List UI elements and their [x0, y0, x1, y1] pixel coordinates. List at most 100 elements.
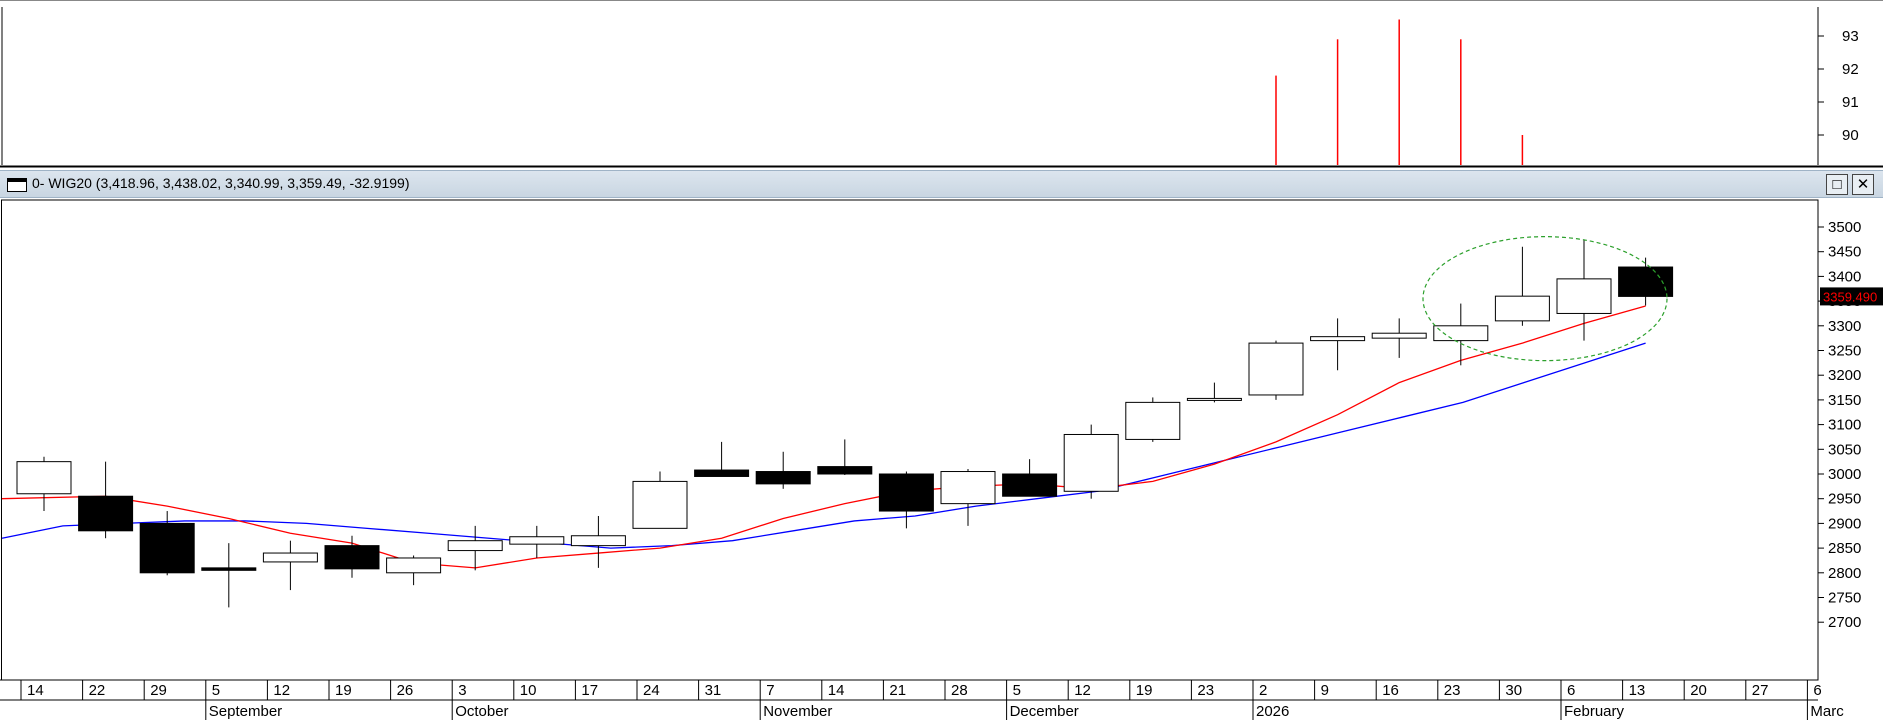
candlestick	[509, 525, 565, 558]
candle-body	[878, 473, 934, 512]
x-tick-label: 19	[1136, 682, 1153, 699]
candlestick	[16, 456, 72, 512]
indicator-y-tick-label: 90	[1842, 127, 1859, 144]
month-label: September	[209, 703, 282, 720]
candlestick	[755, 451, 811, 489]
candlestick	[817, 439, 873, 475]
candlestick	[386, 555, 442, 586]
candlestick	[201, 543, 257, 608]
candle-body	[262, 552, 318, 563]
candlestick	[1556, 239, 1612, 341]
candle-body	[509, 536, 565, 545]
candlestick	[1125, 397, 1181, 442]
candlestick	[1186, 382, 1242, 403]
x-tick-label: 5	[1013, 682, 1021, 699]
y-tick-label: 2850	[1828, 540, 1861, 557]
candlestick	[1371, 318, 1427, 358]
x-tick-label: 19	[335, 682, 352, 699]
x-tick-label: 5	[212, 682, 220, 699]
highlight-ellipse	[1422, 236, 1668, 362]
candlestick	[1063, 424, 1119, 499]
x-tick-label: 9	[1321, 682, 1329, 699]
candlestick	[262, 540, 318, 591]
y-tick-label: 2800	[1828, 565, 1861, 582]
candle-body	[940, 471, 996, 505]
candle-body	[201, 567, 257, 571]
candle-body	[1494, 295, 1550, 322]
candle-body	[817, 466, 873, 475]
x-tick-label: 21	[889, 682, 906, 699]
candle-body	[78, 495, 134, 532]
candlestick	[1002, 459, 1058, 497]
x-tick-label: 12	[1074, 682, 1091, 699]
candlestick	[632, 471, 688, 529]
y-tick-label: 2950	[1828, 491, 1861, 508]
candle-body	[139, 522, 195, 574]
chart-window-title: 0- WIG20 (3,418.96, 3,438.02, 3,340.99, …	[32, 175, 410, 191]
candlestick	[1618, 257, 1674, 306]
candle-body	[1125, 401, 1181, 440]
candlestick	[139, 511, 195, 576]
x-tick-label: 23	[1197, 682, 1214, 699]
current-price-badge	[1820, 287, 1883, 306]
candle-body	[1371, 332, 1427, 339]
candle-body	[324, 545, 380, 570]
month-label: December	[1010, 703, 1079, 720]
candle-body	[386, 557, 442, 574]
candlestick	[447, 525, 503, 571]
candle-body	[1063, 433, 1119, 492]
y-tick-label: 2700	[1828, 614, 1861, 631]
x-tick-label: 27	[1752, 682, 1769, 699]
x-tick-label: 14	[27, 682, 44, 699]
x-tick-label: 14	[828, 682, 845, 699]
y-tick-label: 3150	[1828, 392, 1861, 409]
x-tick-label: 26	[397, 682, 414, 699]
y-tick-label: 3500	[1828, 219, 1861, 236]
y-tick-label: 3450	[1828, 244, 1861, 261]
candle-body	[1186, 397, 1242, 401]
candlestick	[878, 471, 934, 529]
x-tick-label: 12	[273, 682, 290, 699]
indicator-panel: 93 92 91 90	[0, 0, 1883, 168]
y-tick-label: 3050	[1828, 441, 1861, 458]
candle-body	[1618, 266, 1674, 297]
candlestick	[694, 441, 750, 477]
current-price-label: 3359.490	[1823, 289, 1877, 304]
y-tick-label: 3200	[1828, 367, 1861, 384]
x-tick-label: 13	[1629, 682, 1646, 699]
y-tick-label: 3100	[1828, 417, 1861, 434]
chart-window-icon	[7, 178, 27, 192]
candle-body	[570, 535, 626, 547]
x-tick-label: 31	[705, 682, 722, 699]
x-tick-label: 22	[89, 682, 106, 699]
plot-area	[1, 199, 1819, 681]
x-tick-label: 28	[951, 682, 968, 699]
candlestick	[1310, 318, 1366, 371]
maximize-button[interactable]: □	[1826, 174, 1848, 195]
close-button[interactable]: ✕	[1852, 174, 1874, 195]
month-label: Marc	[1810, 703, 1844, 720]
x-tick-label: 10	[520, 682, 537, 699]
x-tick-label: 20	[1690, 682, 1707, 699]
candle-body	[632, 480, 688, 529]
indicator-y-tick-label: 92	[1842, 61, 1859, 78]
chart-window-titlebar[interactable]: 0- WIG20 (3,418.96, 3,438.02, 3,340.99, …	[0, 170, 1883, 198]
x-tick-label: 16	[1382, 682, 1399, 699]
month-label: October	[455, 703, 508, 720]
candle-body	[16, 461, 72, 495]
candlestick	[1494, 246, 1550, 326]
x-tick-label: 3	[458, 682, 466, 699]
candle-body	[755, 471, 811, 485]
candlestick	[570, 515, 626, 568]
x-tick-label: 6	[1813, 682, 1821, 699]
candle-body	[1433, 325, 1489, 342]
y-tick-label: 3250	[1828, 343, 1861, 360]
y-tick-label: 3300	[1828, 318, 1861, 335]
moving-average-short-line	[1, 305, 1646, 569]
x-tick-label: 7	[766, 682, 774, 699]
candle-body	[694, 469, 750, 477]
x-tick-label: 2	[1259, 682, 1267, 699]
x-tick-label: 24	[643, 682, 660, 699]
month-label: February	[1564, 703, 1625, 720]
